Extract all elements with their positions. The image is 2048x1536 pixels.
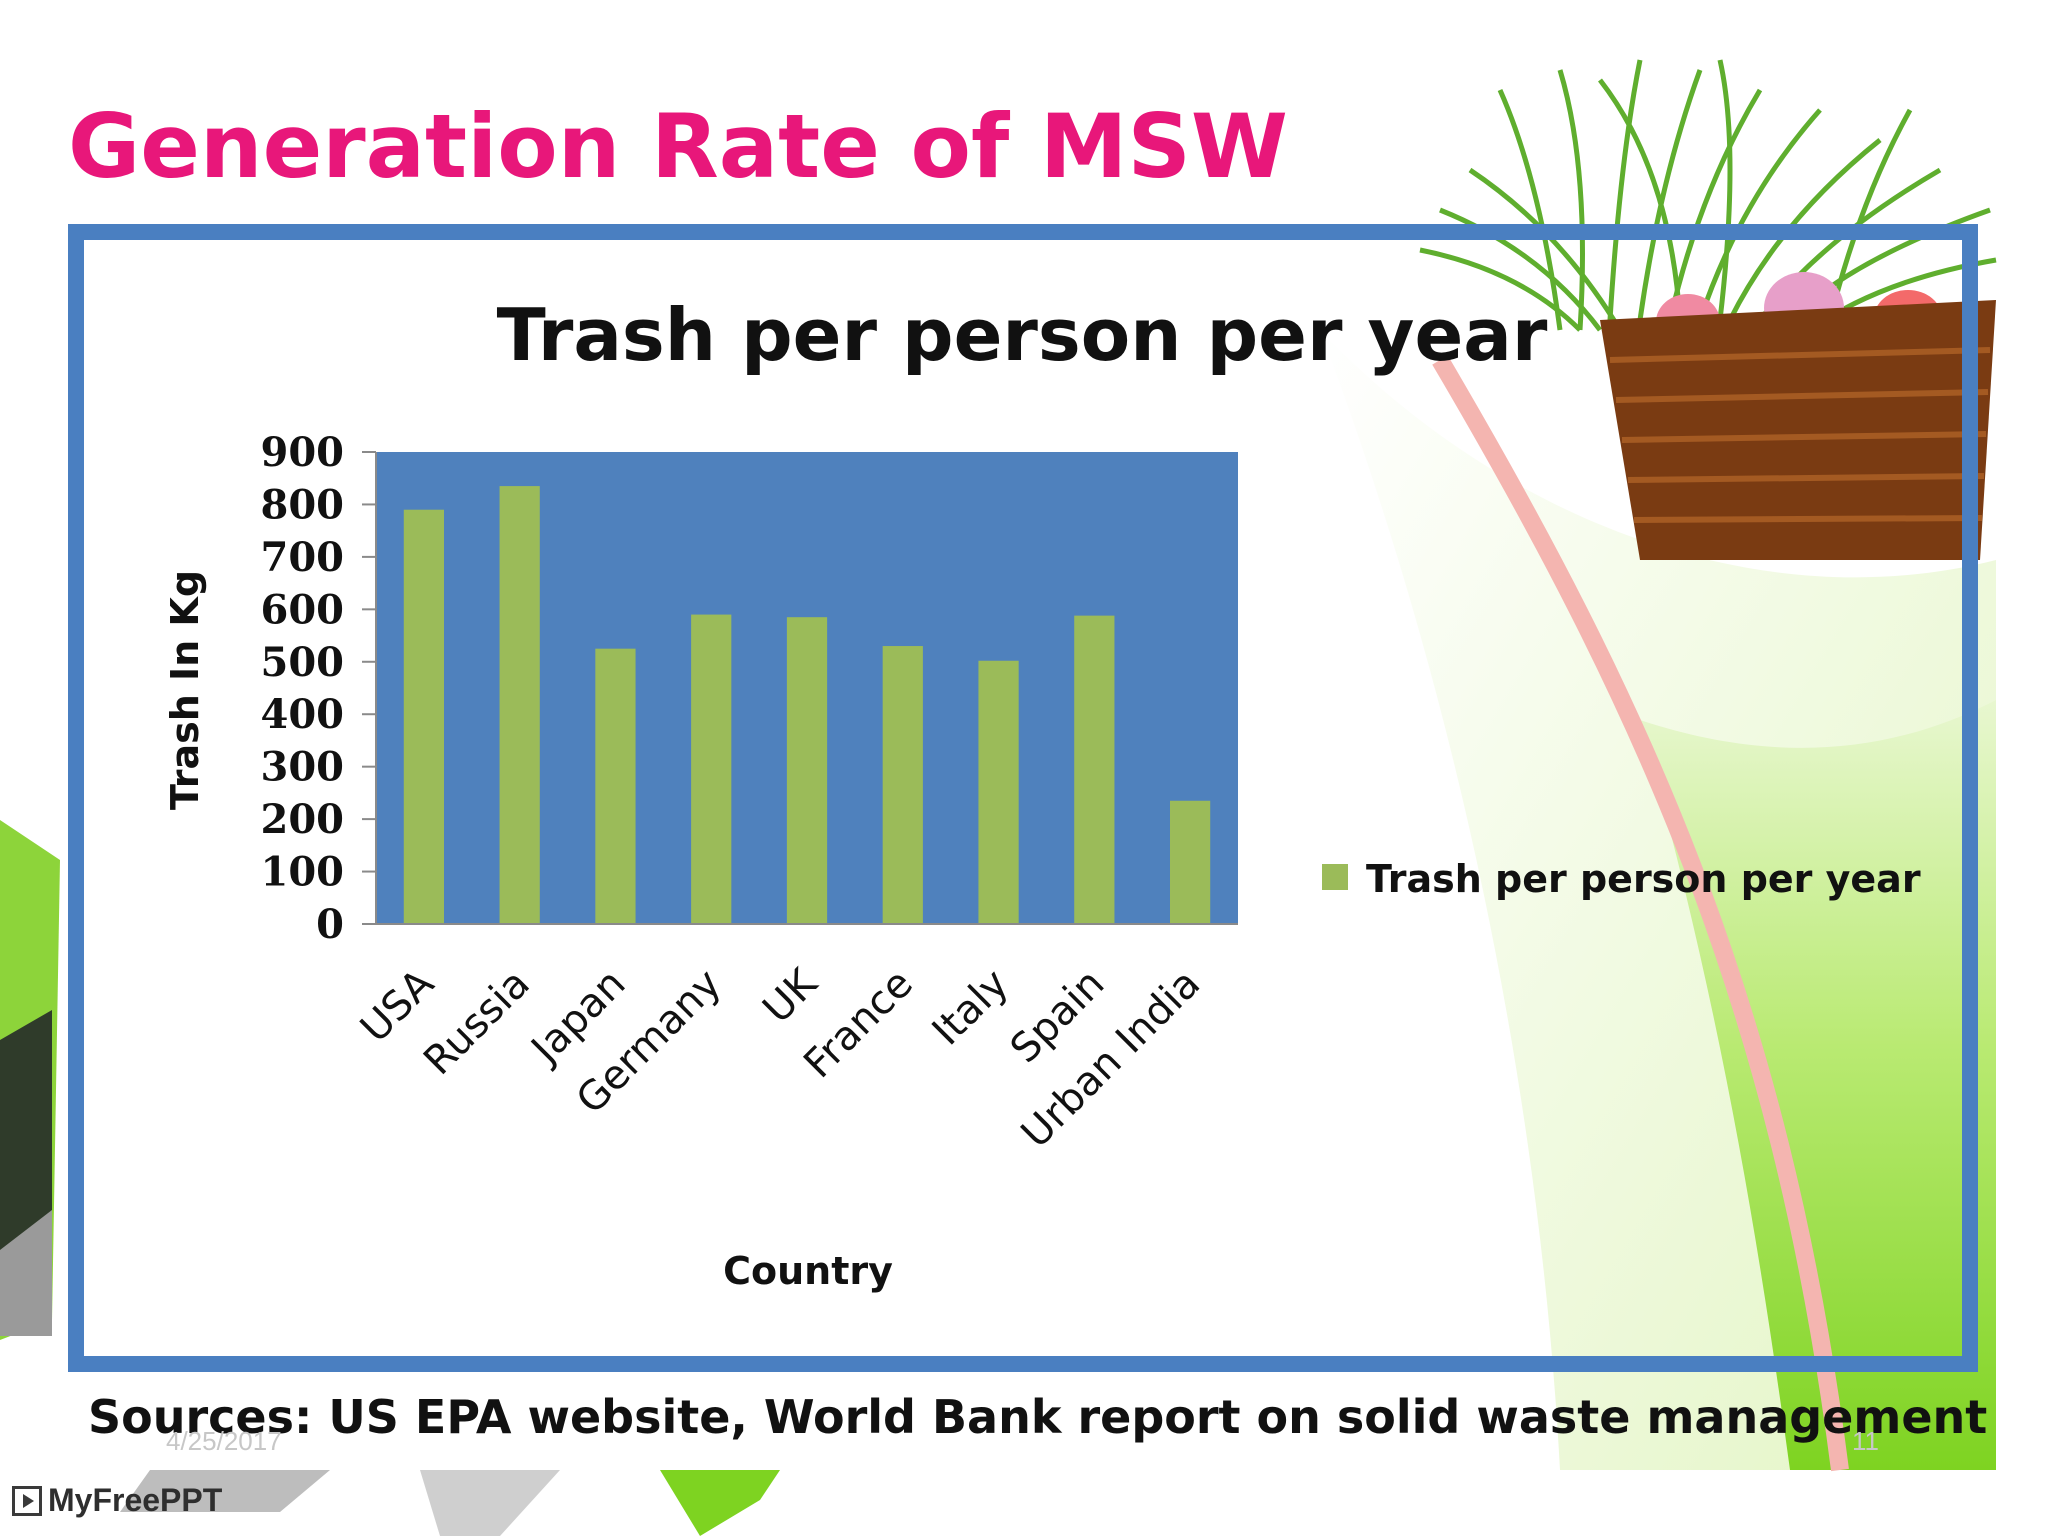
footer-date: 4/25/2017 [166, 1426, 282, 1456]
slide-title: Generation Rate of MSW [68, 95, 1288, 198]
bar-japan [595, 648, 636, 924]
bottom-decoration-green [660, 1470, 780, 1536]
y-axis-label: Trash In Kg [163, 570, 207, 810]
legend-swatch [1322, 864, 1348, 890]
y-tick-label: 800 [261, 481, 345, 528]
play-icon [12, 1485, 42, 1516]
bottom-decoration-lightgray [420, 1470, 560, 1536]
left-decoration-dark [0, 1010, 52, 1280]
sources-text: Sources: US EPA website, World Bank repo… [88, 1390, 1988, 1444]
y-tick-label: 300 [261, 744, 345, 791]
page-number: 11 [1852, 1426, 1879, 1456]
y-axis: 0 100 200 300 400 500 600 700 800 900 [261, 429, 377, 948]
brand-watermark: MyFreePPT [12, 1482, 222, 1519]
bar-spain [1074, 615, 1115, 924]
bar-urban-india [1169, 800, 1211, 924]
bar-italy [978, 660, 1019, 924]
x-axis-label: Country [723, 1249, 893, 1293]
chart-frame [68, 224, 1978, 1372]
background-swoosh-green [1640, 700, 1996, 1470]
background-pink-curve [1432, 355, 1849, 1472]
y-tick-label: 600 [261, 586, 345, 633]
bars [403, 486, 1211, 924]
bar-germany [691, 614, 732, 924]
y-tick-label: 0 [316, 901, 344, 948]
bar-france [882, 646, 923, 924]
bar-russia [499, 486, 540, 924]
y-tick-label: 500 [261, 639, 345, 686]
x-tick-label: Russia [415, 961, 539, 1085]
y-tick-label: 200 [261, 796, 345, 843]
bottom-decoration-gray [120, 1470, 330, 1512]
y-tick-label: 700 [261, 534, 345, 581]
y-tick-label: 900 [261, 429, 345, 476]
x-tick-label: UK [754, 959, 827, 1032]
legend-label: Trash per person per year [1366, 857, 1921, 901]
bar-usa [403, 509, 445, 924]
y-tick-label: 400 [261, 691, 345, 738]
y-tick-label: 100 [261, 849, 345, 896]
brand-name: MyFreePPT [48, 1482, 223, 1518]
chart-title: Trash per person per year [497, 293, 1548, 377]
x-tick-label: France [795, 961, 922, 1088]
bar-uk [786, 617, 828, 924]
left-decoration-gray [0, 1210, 52, 1336]
